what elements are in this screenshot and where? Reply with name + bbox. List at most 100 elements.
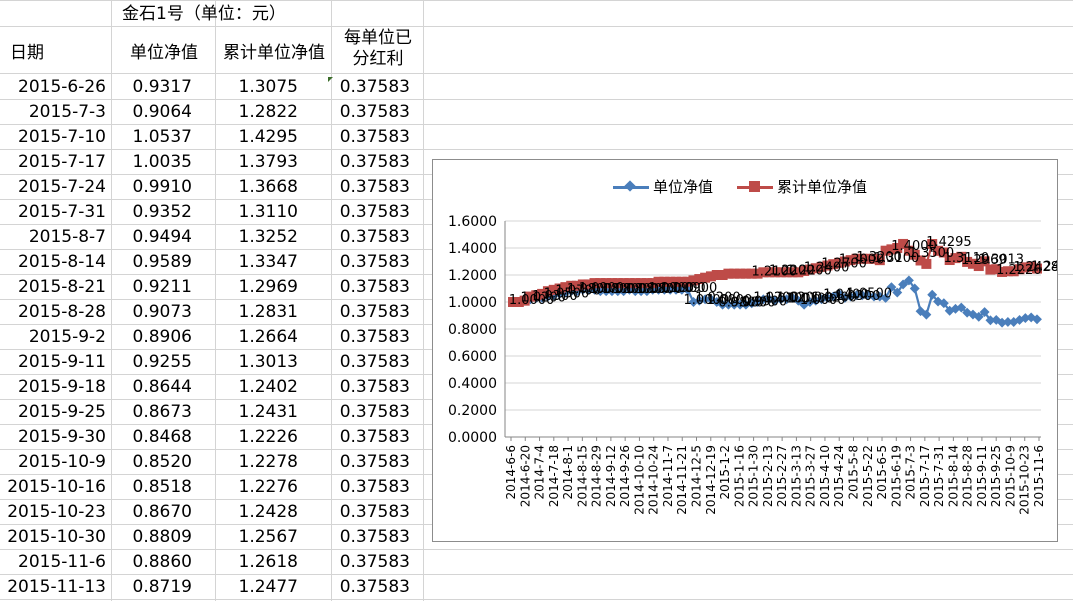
cell-date[interactable]: 2015-7-17 [18,152,106,172]
cell-nav[interactable]: 1.0537 [132,127,192,147]
data-point-cum-nav [933,245,944,256]
cell-date[interactable]: 2015-7-10 [18,127,106,147]
cell-cum-nav[interactable]: 1.2278 [238,452,298,472]
header-dividend[interactable]: 每单位已 分红利 [332,28,424,70]
cell-dividend[interactable]: 0.37583 [339,327,410,347]
cell-nav[interactable]: 0.8906 [132,327,192,347]
cell-cum-nav[interactable]: 1.2402 [238,377,298,397]
cell-dividend[interactable]: 0.37583 [339,577,410,597]
cell-nav[interactable]: 0.9211 [132,277,192,297]
cell-dividend[interactable]: 0.37583 [339,252,410,272]
cell-cum-nav[interactable]: 1.3013 [238,352,298,372]
cell-cum-nav[interactable]: 1.3075 [238,77,298,97]
cell-nav[interactable]: 0.9589 [132,252,192,272]
cell-nav[interactable]: 0.8809 [132,527,192,547]
cell-dividend[interactable]: 0.37583 [339,477,410,497]
cell-nav[interactable]: 0.9317 [132,77,192,97]
header-nav[interactable]: 单位净值 [130,43,198,63]
cell-dividend[interactable]: 0.37583 [339,102,410,122]
cell-date[interactable]: 2015-9-25 [18,402,106,422]
cell-date[interactable]: 2015-7-3 [28,102,106,122]
cell-nav[interactable]: 0.8719 [132,577,192,597]
cell-dividend[interactable]: 0.37583 [339,277,410,297]
cell-nav[interactable]: 0.8468 [132,427,192,447]
row-gridline [0,99,1073,100]
cell-dividend[interactable]: 0.37583 [339,527,410,547]
cell-nav[interactable]: 0.9073 [132,302,192,322]
cell-date[interactable]: 2015-8-7 [28,227,106,247]
cell-cum-nav[interactable]: 1.2618 [238,552,298,572]
cell-nav[interactable]: 0.8673 [132,402,192,422]
cell-cum-nav[interactable]: 1.3252 [238,227,298,247]
cell-dividend[interactable]: 0.37583 [339,227,410,247]
cell-nav[interactable]: 1.0035 [132,152,192,172]
cell-dividend[interactable]: 0.37583 [339,77,410,97]
cell-date[interactable]: 2015-7-31 [18,202,106,222]
y-tick-label: 1.4000 [448,241,497,257]
data-point-nav [717,299,728,310]
cell-date[interactable]: 2015-9-11 [18,352,106,372]
data-label-nav: 0.9800 [730,296,776,311]
cell-date[interactable]: 2015-11-13 [7,577,106,597]
cell-cum-nav[interactable]: 1.2831 [238,302,298,322]
cell-date[interactable]: 2015-9-2 [28,327,106,347]
cell-date[interactable]: 2015-10-9 [18,452,106,472]
data-label-cum-nav: 1.3013 [979,252,1025,267]
cell-cum-nav[interactable]: 1.2969 [238,277,298,297]
cell-dividend[interactable]: 0.37583 [339,352,410,372]
cell-date[interactable]: 2015-10-16 [7,477,106,497]
sheet-title[interactable]: 金石1号（单位：元） [122,4,286,24]
cell-cum-nav[interactable]: 1.2431 [238,402,298,422]
cell-cum-nav[interactable]: 1.2477 [238,577,298,597]
cell-cum-nav[interactable]: 1.2567 [238,527,298,547]
data-point-cum-nav [909,249,920,260]
cell-date[interactable]: 2015-8-28 [18,302,106,322]
cell-date[interactable]: 2015-8-14 [18,252,106,272]
cell-cum-nav[interactable]: 1.3668 [238,177,298,197]
header-date[interactable]: 日期 [10,43,44,63]
cell-cum-nav[interactable]: 1.3793 [238,152,298,172]
cell-dividend[interactable]: 0.37583 [339,152,410,172]
cell-cum-nav[interactable]: 1.2822 [238,102,298,122]
cell-date[interactable]: 2015-10-23 [7,502,106,522]
cell-dividend[interactable]: 0.37583 [339,202,410,222]
cell-dividend[interactable]: 0.37583 [339,127,410,147]
cell-dividend[interactable]: 0.37583 [339,502,410,522]
cell-nav[interactable]: 0.9494 [132,227,192,247]
cell-nav[interactable]: 0.8860 [132,552,192,572]
cell-date[interactable]: 2015-7-24 [18,177,106,197]
header-cum-nav[interactable]: 累计单位净值 [223,43,325,63]
cell-cum-nav[interactable]: 1.2664 [238,327,298,347]
cell-date[interactable]: 2015-8-21 [18,277,106,297]
cell-cum-nav[interactable]: 1.3347 [238,252,298,272]
cell-cum-nav[interactable]: 1.2276 [238,477,298,497]
cell-date[interactable]: 2015-6-26 [18,77,106,97]
cell-date[interactable]: 2015-9-30 [18,427,106,447]
cell-date[interactable]: 2015-10-30 [7,527,106,547]
cell-date[interactable]: 2015-11-6 [18,552,106,572]
cell-cum-nav[interactable]: 1.2428 [238,502,298,522]
cell-nav[interactable]: 0.8670 [132,502,192,522]
cell-dividend[interactable]: 0.37583 [339,377,410,397]
data-point-nav [921,309,932,320]
cell-dividend[interactable]: 0.37583 [339,452,410,472]
cell-cum-nav[interactable]: 1.3110 [238,202,298,222]
cell-dividend[interactable]: 0.37583 [339,402,410,422]
cell-date[interactable]: 2015-9-18 [18,377,106,397]
cell-nav[interactable]: 0.9064 [132,102,192,122]
nav-chart[interactable]: 单位净值 累计单位净值 1.6000 1.4000 1.2000 1.0000 0.80… [432,159,1058,542]
cell-nav[interactable]: 0.9255 [132,352,192,372]
cell-cum-nav[interactable]: 1.2226 [238,427,298,447]
cell-dividend[interactable]: 0.37583 [339,552,410,572]
cell-dividend[interactable]: 0.37583 [339,427,410,447]
table-row: 2015-7-10 1.0537 1.4295 0.37583 [0,125,424,150]
cell-dividend[interactable]: 0.37583 [339,302,410,322]
cell-dividend[interactable]: 0.37583 [339,177,410,197]
cell-cum-nav[interactable]: 1.4295 [238,127,298,147]
cell-nav[interactable]: 0.8518 [132,477,192,497]
cell-nav[interactable]: 0.9352 [132,202,192,222]
cell-nav[interactable]: 0.8520 [132,452,192,472]
cell-nav[interactable]: 0.9910 [132,177,192,197]
cell-nav[interactable]: 0.8644 [132,377,192,397]
data-label-cum-nav: 1.3500 [909,246,955,261]
